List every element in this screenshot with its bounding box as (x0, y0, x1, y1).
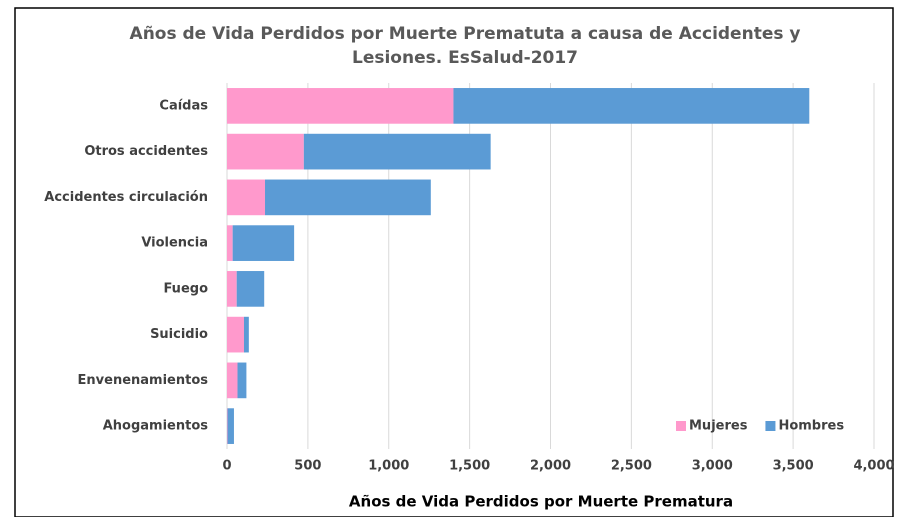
frame (14, 7, 894, 517)
y-tick-label: Caídas (159, 98, 208, 113)
bar (453, 88, 810, 124)
y-tick-label: Accidentes circulación (44, 190, 208, 205)
y-tick-label: Envenenamientos (78, 373, 209, 388)
legend-swatch (765, 421, 776, 431)
x-tick-label: 500 (294, 459, 321, 474)
bar (227, 271, 237, 307)
bar (227, 316, 244, 353)
bar (265, 179, 431, 216)
legend-label: Mujeres (689, 419, 748, 434)
y-tick-label: Ahogamientos (103, 419, 209, 434)
bar (237, 362, 247, 399)
y-tick-label: Suicidio (150, 327, 208, 342)
y-tick-label: Otros accidentes (84, 144, 208, 159)
bar (232, 225, 295, 261)
bar (227, 225, 233, 261)
x-tick-label: 3,500 (773, 459, 814, 474)
x-tick-label: 2,500 (611, 459, 652, 474)
legend-label: Hombres (778, 419, 844, 434)
y-tick-label: Violencia (141, 236, 208, 251)
x-tick-label: 2,000 (530, 459, 571, 474)
x-tick-label: 4,000 (853, 459, 894, 474)
bar (227, 362, 238, 399)
bar (227, 179, 266, 216)
x-tick-label: 3,000 (692, 459, 733, 474)
x-axis-title: Años de Vida Perdidos por Muerte Prematu… (349, 493, 733, 511)
x-tick-label: 1,000 (368, 459, 409, 474)
x-tick-label: 1,500 (449, 459, 490, 474)
x-tick-label: 0 (222, 459, 231, 474)
bar (243, 316, 249, 353)
bar (227, 88, 454, 124)
chart-title: Años de Vida Perdidos por Muerte Prematu… (129, 24, 801, 68)
bar (236, 271, 265, 307)
bar (303, 133, 491, 170)
y-tick-label: Fuego (163, 281, 208, 296)
legend-swatch (676, 421, 686, 431)
bar (227, 408, 234, 444)
bar (227, 133, 304, 170)
